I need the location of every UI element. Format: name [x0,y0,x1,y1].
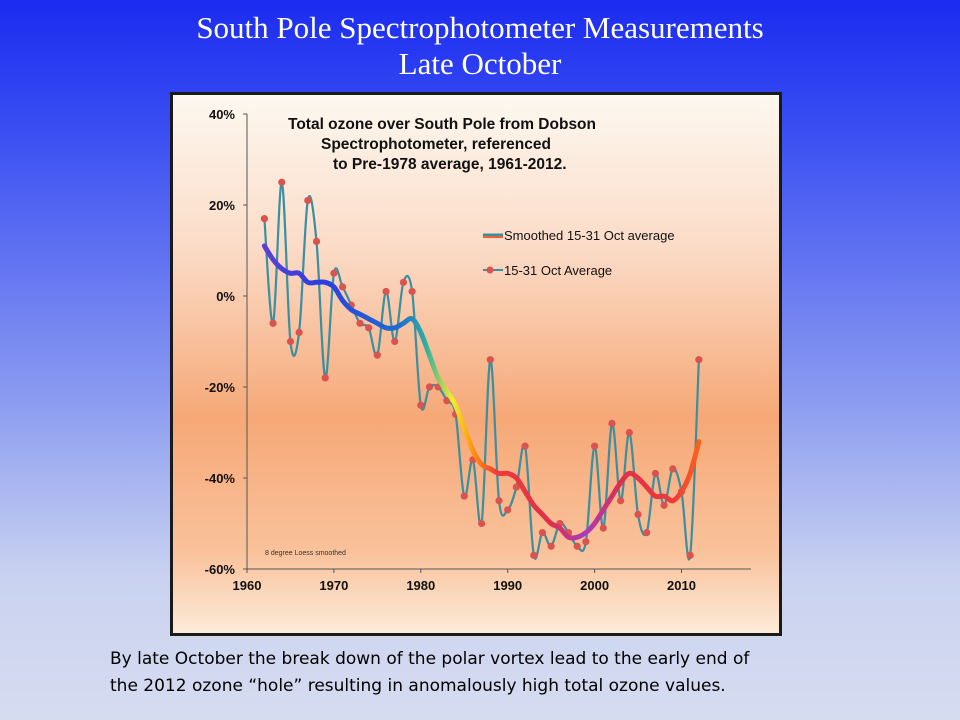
raw-point-2000 [590,442,599,450]
y-tick-label: 20% [209,198,235,213]
x-tick-label: 1980 [406,578,435,593]
raw-point-1967 [304,196,312,205]
raw-point-2007 [651,469,660,478]
raw-point-1993 [530,551,538,559]
raw-point-1995 [547,542,555,550]
chart-title-line-1: Total ozone over South Pole from Dobson [288,116,596,133]
x-tick-label: 1970 [319,578,348,593]
raw-point-1970 [330,269,338,277]
raw-point-1987 [478,519,486,528]
raw-point-2009 [669,465,677,473]
raw-point-1964 [278,178,286,186]
raw-point-1991 [512,483,520,491]
caption: By late October the break down of the po… [110,646,910,700]
raw-point-1963 [269,319,277,327]
raw-point-1974 [365,324,373,332]
plot-background [173,95,779,633]
raw-point-2003 [617,497,625,505]
raw-point-1994 [538,529,547,537]
raw-point-2006 [643,529,651,537]
chart-title-line-3: to Pre-1978 average, 1961-2012. [333,156,567,173]
slide-title-line-1: South Pole Spectrophotometer Measurement… [196,10,764,45]
legend-marker-raw [486,266,494,274]
legend-label-raw: 15-31 Oct Average [504,263,612,278]
smoothed-series [261,243,702,541]
chart-title: Total ozone over South Pole from Dobson S… [288,116,596,173]
raw-point-1975 [373,351,381,359]
raw-point-1980 [417,401,425,409]
chart-frame: 40% 20% 0% -20% -40% -60% 1960 1970 1980 1990 2000… [170,92,782,636]
caption-line-1: By late October the break down of the po… [110,649,750,669]
axes: 40% 20% 0% -20% -40% -60%1960 1970 1980 1990 2000… [205,107,751,593]
raw-point-1999 [582,538,590,546]
smoothed-series-line [261,243,702,541]
raw-point-1990 [504,506,512,514]
y-tick-label: 0% [216,289,235,304]
raw-point-1988 [486,356,494,364]
raw-point-1965 [286,337,295,346]
raw-point-2002 [608,419,616,427]
raw-point-1966 [295,328,303,336]
raw-point-1989 [495,497,503,505]
raw-point-1968 [312,237,321,245]
raw-point-2011 [686,551,694,559]
y-tick-label: -20% [205,380,236,395]
legend-label-smoothed: Smoothed 15-31 Oct average [504,228,675,243]
x-tick-label: 1990 [493,578,522,593]
raw-point-1971 [338,283,347,291]
raw-point-1998 [573,542,581,550]
raw-point-1962 [260,215,268,223]
y-tick-label: -60% [205,562,236,577]
raw-point-1981 [425,383,434,391]
slide-title-line-2: Late October [398,46,562,81]
raw-point-1973 [356,319,364,327]
raw-point-1976 [382,287,390,296]
raw-point-1992 [521,442,529,450]
ozone-chart: 40% 20% 0% -20% -40% -60%1960 1970 1980 1990 2000… [173,95,779,633]
raw-point-2012 [695,356,703,364]
raw-point-1969 [321,374,329,382]
y-tick-label: -40% [205,471,236,486]
chart-title-line-2: Spectrophotometer, referenced [321,136,551,153]
slide-title: South Pole Spectrophotometer Measurement… [0,10,960,82]
x-tick-label: 1960 [233,578,262,593]
raw-point-1983 [443,397,451,405]
caption-line-2: the 2012 ozone “hole” resulting in anoma… [110,676,726,696]
raw-point-1977 [391,337,399,346]
legend: Smoothed 15-31 Oct average 15-31 Oct Aver… [483,228,675,278]
raw-point-2005 [634,510,642,518]
raw-series [260,178,703,561]
raw-point-2001 [599,524,607,532]
raw-point-1979 [408,287,416,296]
x-tick-label: 2000 [580,578,609,593]
x-tick-label: 2010 [667,578,696,593]
raw-point-1978 [399,278,408,286]
smoothing-note: 8 degree Loess smoothed [265,550,346,557]
raw-point-2008 [660,501,668,509]
y-tick-label: 40% [209,107,235,122]
raw-point-1985 [460,492,468,500]
raw-point-2004 [625,428,633,437]
